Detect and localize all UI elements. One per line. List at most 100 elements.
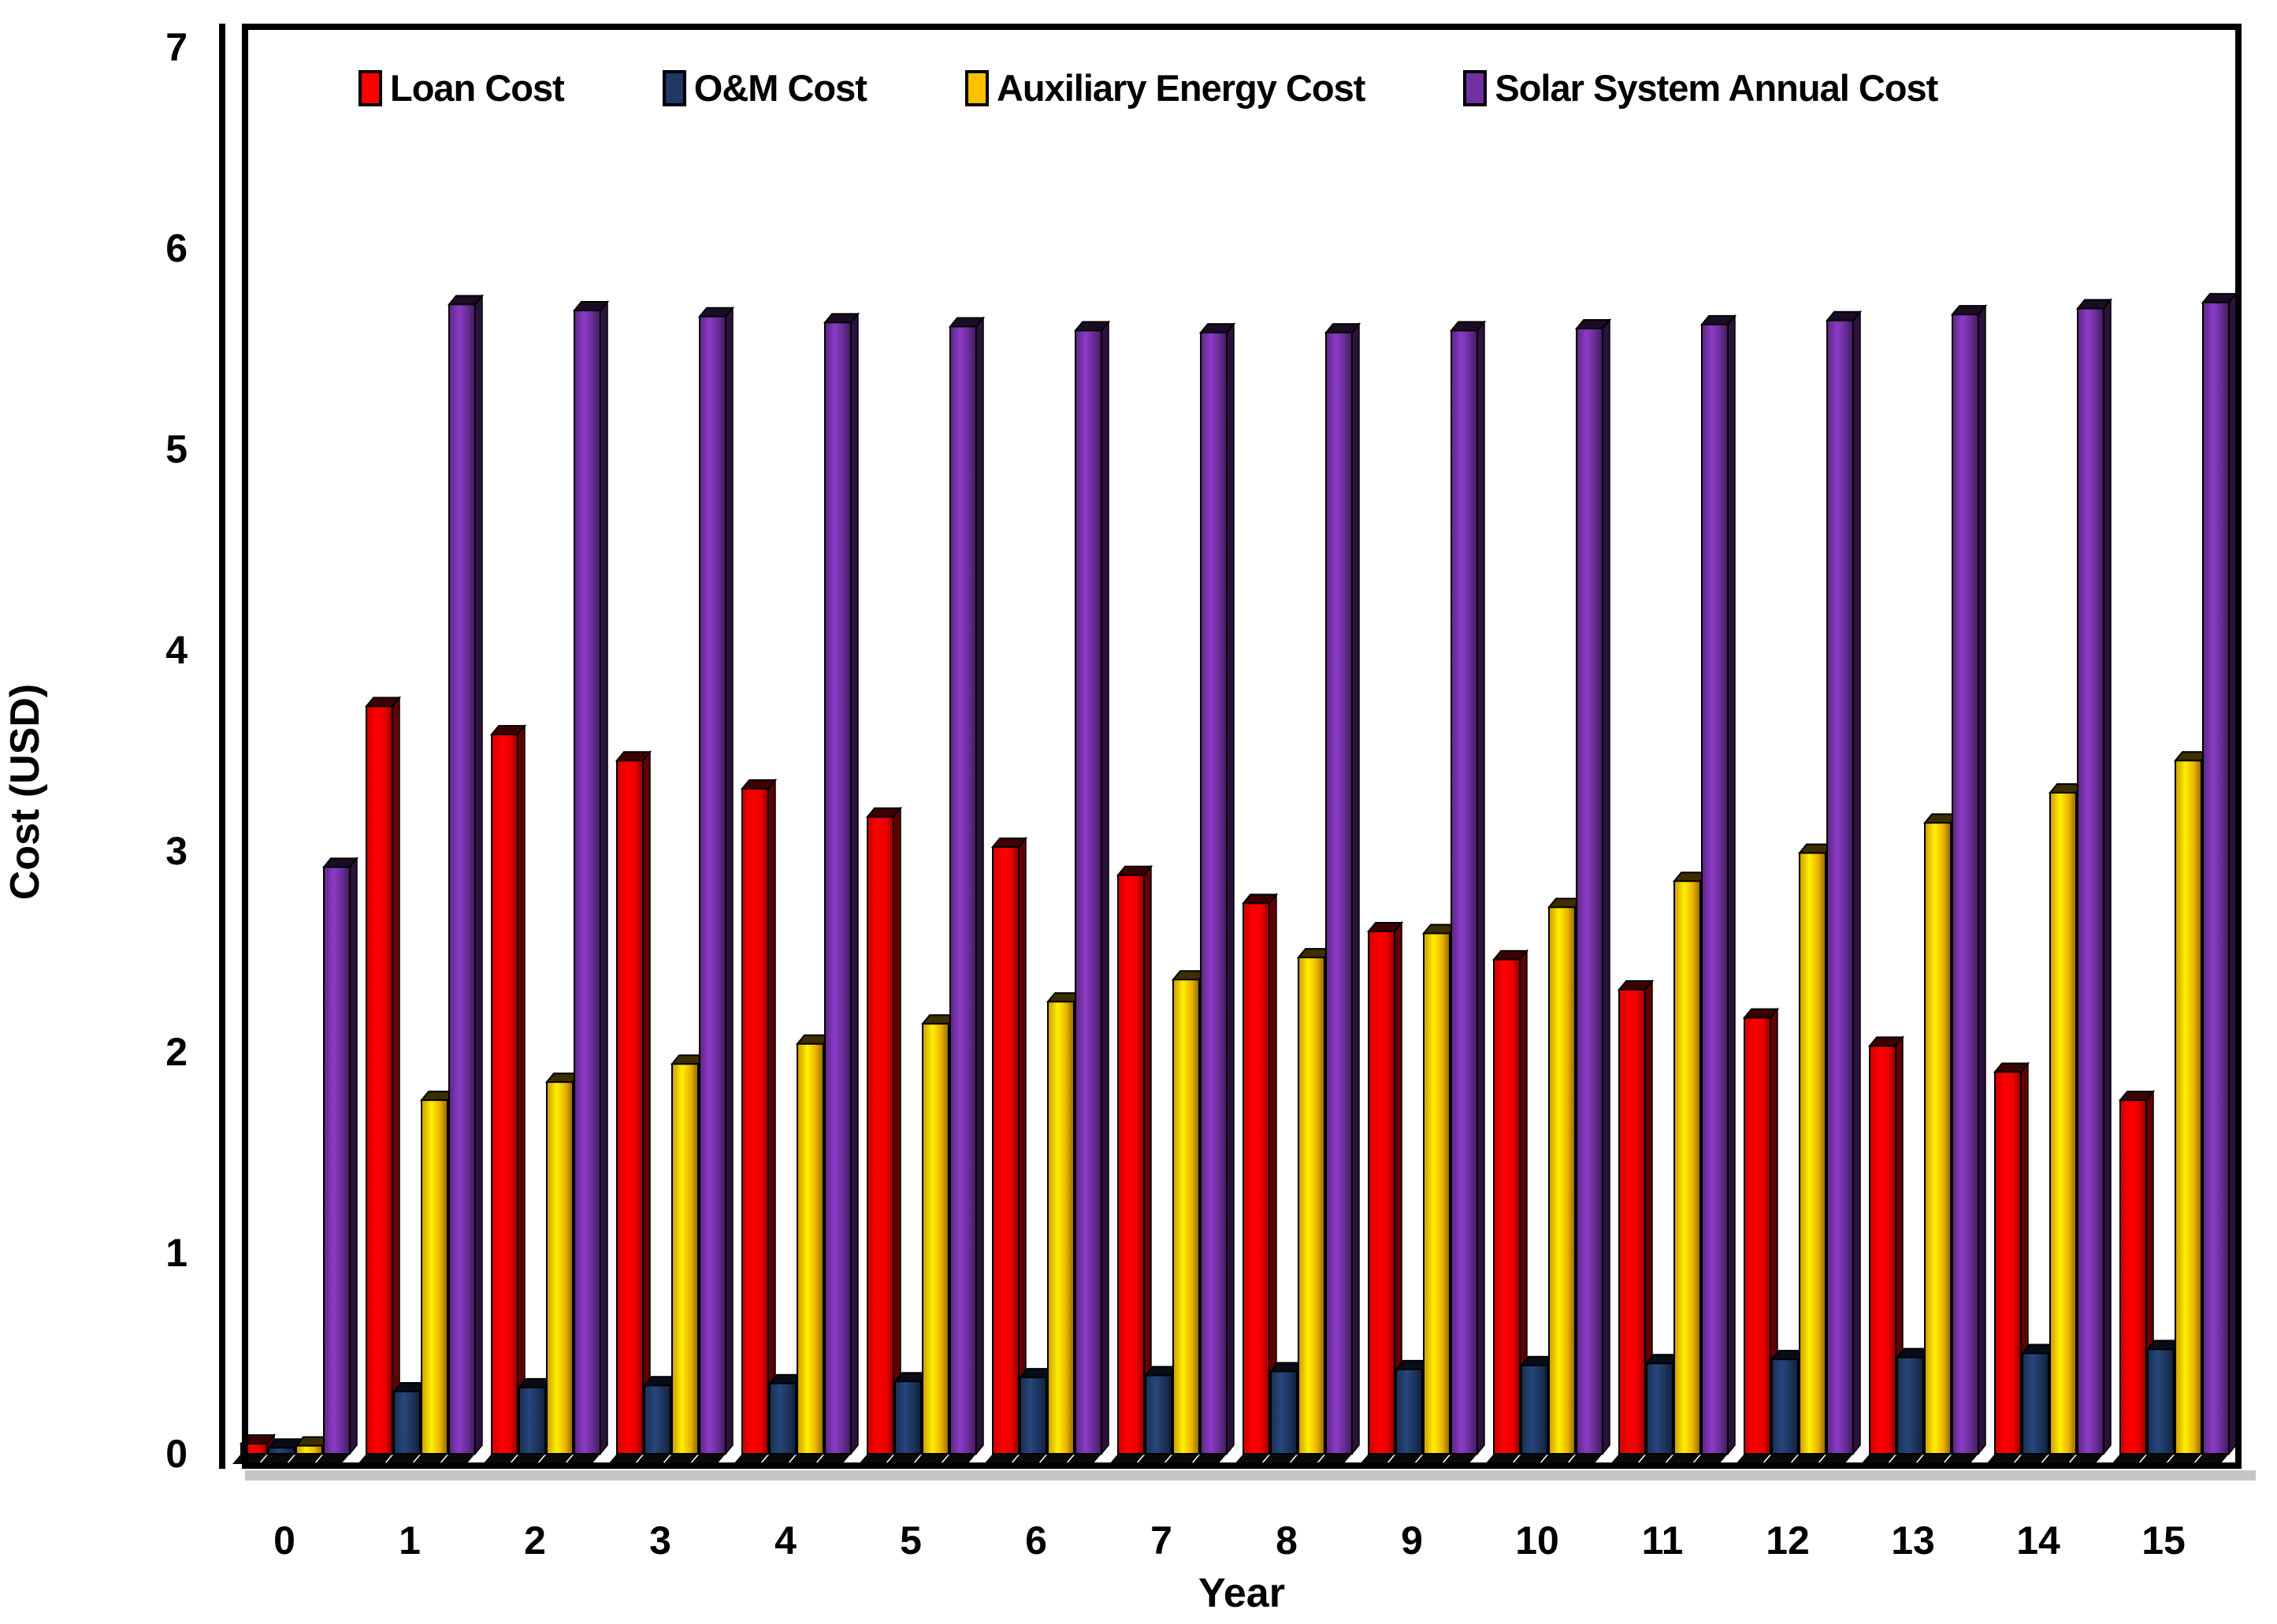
bar-floor-shadow (1944, 1454, 1978, 1464)
bar-floor-shadow (1666, 1454, 1700, 1464)
bar-floor-shadow (315, 1454, 350, 1464)
y-tick-label: 3 (165, 829, 188, 873)
x-tick-label: 11 (1642, 1518, 1684, 1563)
bar-loan-cost-year-8 (1241, 893, 1279, 1456)
bar-floor-shadow (1568, 1454, 1603, 1464)
bar-floor-shadow (1012, 1454, 1046, 1464)
bar-floor-shadow (984, 1454, 1019, 1464)
bar-floor-shadow (1791, 1454, 1826, 1464)
bar-floor-shadow (663, 1454, 698, 1464)
bar-group-year-3 (608, 306, 735, 1464)
legend-swatch-icon (358, 69, 382, 106)
bar-loan-cost-year-5 (865, 806, 903, 1456)
bar-floor-shadow (1986, 1454, 2021, 1464)
bar-floor-shadow (1610, 1454, 1645, 1464)
x-tick-label: 15 (2141, 1518, 2186, 1563)
bar-floor-shadow (1818, 1454, 1853, 1464)
bar-floor-shadow (1192, 1454, 1227, 1464)
bar-floor-shadow (2167, 1454, 2201, 1464)
bar-floor-shadow (789, 1454, 823, 1464)
x-tick-label: 10 (1515, 1518, 1559, 1563)
legend-swatch-icon (662, 69, 686, 106)
x-tick-label: 3 (649, 1518, 671, 1563)
bar-group-year-8 (1235, 321, 1361, 1464)
y-tick-labels: 0 1 2 3 4 5 6 7 (165, 25, 188, 1476)
bar-group-year-0 (232, 857, 359, 1464)
bar-floor-shadow (1039, 1454, 1074, 1464)
bar-solar-system-annual-cost-year-3 (697, 306, 735, 1456)
bar-floor-shadow (1165, 1454, 1199, 1464)
x-axis-title: Year (1198, 1570, 1285, 1616)
x-tick-label: 13 (1891, 1518, 1935, 1563)
bar-group-year-6 (984, 320, 1111, 1464)
bar-floor-shadow (608, 1454, 643, 1464)
bar-floor-shadow (1262, 1454, 1297, 1464)
bar-floor-shadow (288, 1454, 322, 1464)
bar-group-year-10 (1485, 318, 1612, 1464)
legend-item-loan-cost: Loan Cost (358, 66, 565, 110)
bar-floor-shadow (859, 1454, 893, 1464)
y-tick-label: 0 (165, 1432, 188, 1476)
bar-loan-cost-year-12 (1742, 1007, 1780, 1456)
x-tick-label: 0 (273, 1518, 295, 1563)
bar-floor-shadow (1290, 1454, 1324, 1464)
bar-solar-system-annual-cost-year-12 (1825, 310, 1863, 1456)
bar-floor-shadow (483, 1454, 518, 1464)
bars-layer (232, 292, 2238, 1464)
bar-floor-shadow (1916, 1454, 1951, 1464)
bar-loan-cost-year-4 (740, 778, 778, 1456)
x-tick-label: 8 (1276, 1518, 1298, 1563)
bar-floor-shadow (2112, 1454, 2146, 1464)
bar-loan-cost-year-6 (990, 836, 1028, 1456)
bar-floor-shadow (886, 1454, 921, 1464)
bar-solar-system-annual-cost-year-13 (1950, 304, 1988, 1456)
bar-floor-shadow (734, 1454, 768, 1464)
y-tick-label: 1 (165, 1231, 188, 1275)
y-axis-title: Cost (USD) (2, 683, 48, 901)
legend-label: Loan Cost (390, 67, 565, 109)
x-tick-label: 2 (524, 1518, 546, 1563)
x-tick-labels: 0 1 2 3 4 5 6 7 8 9 10 11 12 13 14 15 (273, 1518, 2186, 1563)
bar-solar-system-annual-cost-year-8 (1324, 321, 1361, 1456)
bar-group-year-11 (1610, 314, 1737, 1464)
bar-floor-shadow (2194, 1454, 2229, 1464)
bar-group-year-14 (1986, 298, 2113, 1464)
bar-group-year-4 (734, 312, 860, 1464)
bar-floor-shadow (816, 1454, 851, 1464)
legend-label: Solar System Annual Cost (1495, 67, 1938, 109)
bar-floor-shadow (385, 1454, 420, 1464)
bar-floor-shadow (942, 1454, 976, 1464)
bar-floor-shadow (358, 1454, 392, 1464)
bar-solar-system-annual-cost-year-14 (2075, 298, 2113, 1456)
bar-group-year-1 (358, 294, 485, 1464)
bar-loan-cost-year-3 (615, 750, 652, 1456)
bar-loan-cost-year-1 (364, 696, 402, 1456)
bar-solar-system-annual-cost-year-6 (1073, 320, 1111, 1456)
bar-floor-shadow (511, 1454, 545, 1464)
legend-swatch-icon (1463, 69, 1488, 106)
legend-label: Auxiliary Energy Cost (996, 67, 1365, 109)
bar-loan-cost-year-7 (1116, 864, 1153, 1456)
x-tick-label: 14 (2016, 1518, 2060, 1563)
bar-floor-shadow (1360, 1454, 1395, 1464)
bar-group-year-2 (483, 299, 610, 1464)
bar-floor-shadow (1067, 1454, 1101, 1464)
legend-item-auxiliary-energy-cost: Auxiliary Energy Cost (964, 66, 1365, 110)
x-tick-label: 5 (900, 1518, 922, 1563)
bar-group-year-7 (1109, 321, 1236, 1464)
bar-solar-system-annual-cost-year-15 (2201, 292, 2238, 1456)
bar-floor-shadow (260, 1454, 295, 1464)
bar-floor-shadow (1443, 1454, 1477, 1464)
y-tick-label: 5 (165, 427, 188, 471)
bar-floor-shadow (2139, 1454, 2174, 1464)
bar-loan-cost-year-13 (1867, 1035, 1905, 1456)
bar-floor-shadow (566, 1454, 600, 1464)
bar-floor-shadow (1137, 1454, 1172, 1464)
bar-floor-shadow (691, 1454, 726, 1464)
bar-solar-system-annual-cost-year-11 (1699, 314, 1737, 1456)
bar-floor-shadow (1415, 1454, 1450, 1464)
bar-floor-shadow (1889, 1454, 1923, 1464)
y-tick-label: 6 (165, 226, 188, 270)
bar-loan-cost-year-11 (1617, 979, 1655, 1456)
